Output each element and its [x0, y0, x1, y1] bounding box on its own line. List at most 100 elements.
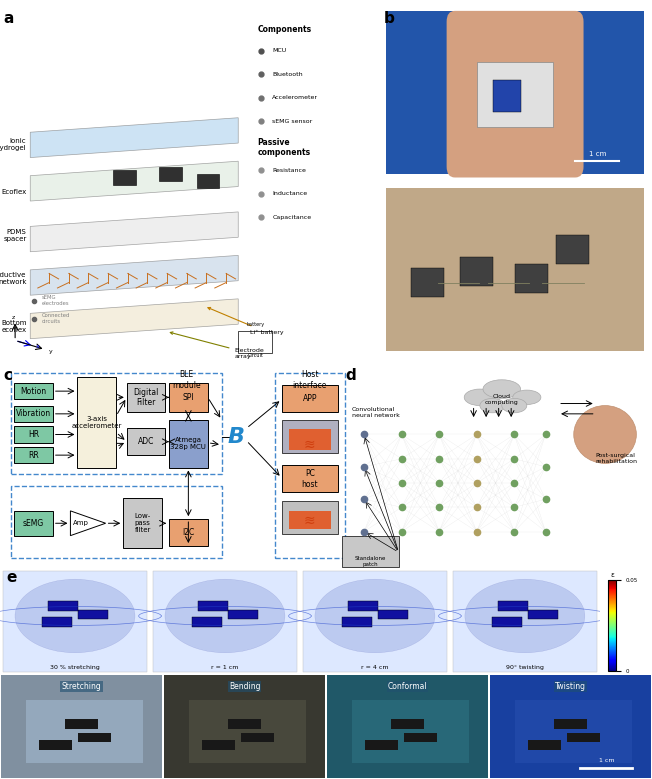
Bar	[39, 740, 72, 749]
Text: Cloud
computing: Cloud computing	[485, 394, 518, 405]
Text: Circuit: Circuit	[247, 353, 263, 358]
Text: c: c	[3, 368, 12, 383]
Bar	[490, 675, 651, 778]
Ellipse shape	[480, 398, 505, 413]
Text: APP: APP	[303, 394, 317, 403]
Bar	[164, 675, 325, 778]
Text: PDMS
spacer: PDMS spacer	[3, 229, 27, 242]
Text: Digital
Filter: Digital Filter	[134, 388, 159, 407]
Ellipse shape	[465, 580, 585, 653]
Text: z: z	[12, 315, 16, 320]
Bar	[378, 610, 408, 619]
Bar	[238, 331, 273, 353]
Polygon shape	[30, 299, 238, 339]
FancyBboxPatch shape	[169, 382, 208, 412]
Bar	[352, 700, 469, 763]
Polygon shape	[30, 161, 238, 201]
Text: y: y	[49, 349, 53, 354]
Text: Stretching: Stretching	[62, 682, 101, 691]
Ellipse shape	[574, 406, 636, 464]
Bar	[515, 264, 548, 294]
Bar	[189, 700, 306, 763]
Bar	[153, 571, 297, 671]
Bar	[192, 617, 222, 626]
Polygon shape	[70, 511, 106, 536]
FancyBboxPatch shape	[14, 383, 53, 400]
FancyBboxPatch shape	[14, 511, 53, 536]
Ellipse shape	[464, 389, 496, 406]
Bar	[404, 733, 437, 742]
Text: Atmega
328p MCU: Atmega 328p MCU	[170, 437, 206, 450]
Bar	[159, 167, 181, 182]
Text: battery: battery	[246, 322, 264, 327]
Bar	[498, 601, 528, 611]
Text: r = 1 cm: r = 1 cm	[211, 664, 239, 670]
Bar	[228, 719, 261, 728]
Text: ≋: ≋	[304, 438, 316, 452]
Bar	[78, 733, 111, 742]
Text: Ionic
hydrogel: Ionic hydrogel	[0, 139, 27, 151]
FancyBboxPatch shape	[14, 426, 53, 442]
Polygon shape	[30, 118, 238, 157]
Bar	[528, 740, 561, 749]
Text: Connected
circuits: Connected circuits	[42, 313, 70, 324]
Text: Capacitance: Capacitance	[273, 215, 312, 220]
Text: e: e	[6, 569, 16, 585]
Text: HR: HR	[28, 430, 39, 439]
Bar	[26, 700, 143, 763]
FancyBboxPatch shape	[126, 382, 166, 412]
Text: Ecoflex: Ecoflex	[1, 189, 27, 195]
FancyBboxPatch shape	[123, 499, 162, 548]
Bar	[477, 62, 554, 127]
Text: Post-surgical
rehabilitation: Post-surgical rehabilitation	[596, 453, 638, 464]
Bar	[289, 429, 331, 450]
Bar	[78, 610, 108, 619]
Bar	[65, 719, 98, 728]
Text: r = 4 cm: r = 4 cm	[361, 664, 389, 670]
FancyBboxPatch shape	[14, 447, 53, 464]
Bar	[554, 719, 587, 728]
Bar	[348, 601, 378, 611]
Polygon shape	[30, 212, 238, 252]
Text: Passive
components: Passive components	[257, 138, 310, 157]
Text: Components: Components	[257, 26, 311, 34]
Text: Li⁺ battery: Li⁺ battery	[208, 308, 283, 335]
Bar	[342, 536, 398, 566]
FancyBboxPatch shape	[78, 377, 116, 467]
Text: Accelerometer: Accelerometer	[273, 95, 318, 100]
Bar	[391, 719, 424, 728]
Text: d: d	[346, 368, 356, 383]
Text: 1 cm: 1 cm	[599, 758, 614, 763]
Bar	[48, 601, 78, 611]
Bar	[282, 420, 338, 453]
Text: Conductive
network: Conductive network	[0, 273, 27, 285]
Polygon shape	[30, 256, 238, 295]
Ellipse shape	[315, 580, 435, 653]
FancyBboxPatch shape	[14, 406, 53, 422]
Text: a: a	[4, 11, 14, 26]
Text: Host
interface: Host interface	[293, 371, 327, 390]
Bar	[567, 733, 600, 742]
Text: PC
host: PC host	[301, 469, 318, 488]
Bar	[492, 617, 522, 626]
Bar	[515, 700, 632, 763]
Text: BLE
module: BLE module	[172, 371, 201, 390]
Text: Twisting: Twisting	[555, 682, 586, 691]
Text: ADC: ADC	[138, 437, 155, 446]
Text: ≋: ≋	[304, 514, 316, 528]
Text: x: x	[36, 344, 40, 350]
Text: SPI: SPI	[183, 393, 194, 402]
Bar	[202, 740, 235, 749]
Ellipse shape	[512, 390, 541, 404]
FancyBboxPatch shape	[169, 420, 208, 467]
FancyBboxPatch shape	[282, 385, 338, 412]
Text: I2C: I2C	[183, 528, 194, 537]
FancyBboxPatch shape	[282, 466, 338, 492]
Text: Bottom
ecoflex: Bottom ecoflex	[1, 319, 27, 333]
Text: 90° twisting: 90° twisting	[506, 664, 544, 670]
Text: sEMG sensor: sEMG sensor	[273, 119, 312, 124]
Text: 30 % stretching: 30 % stretching	[50, 664, 100, 670]
Text: Bluetooth: Bluetooth	[273, 72, 303, 77]
Text: Amp: Amp	[73, 520, 89, 527]
Text: RR: RR	[28, 450, 39, 460]
